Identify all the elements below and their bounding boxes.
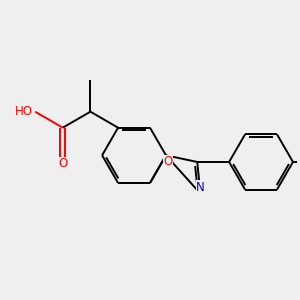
Text: O: O [163, 155, 172, 168]
Text: HO: HO [15, 105, 33, 118]
Text: N: N [196, 181, 205, 194]
Text: O: O [58, 158, 68, 170]
